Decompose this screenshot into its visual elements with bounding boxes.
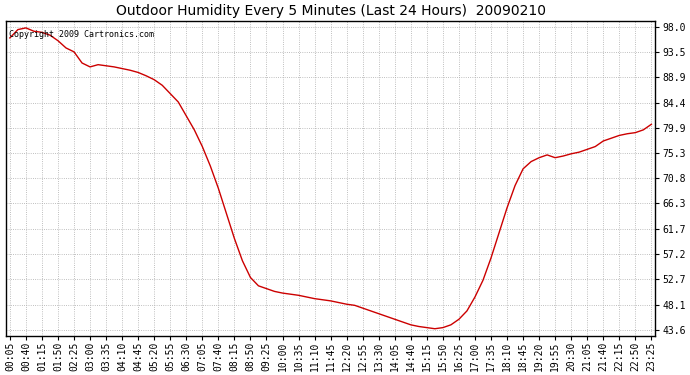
Title: Outdoor Humidity Every 5 Minutes (Last 24 Hours)  20090210: Outdoor Humidity Every 5 Minutes (Last 2… [116, 4, 546, 18]
Text: Copyright 2009 Cartronics.com: Copyright 2009 Cartronics.com [9, 30, 154, 39]
